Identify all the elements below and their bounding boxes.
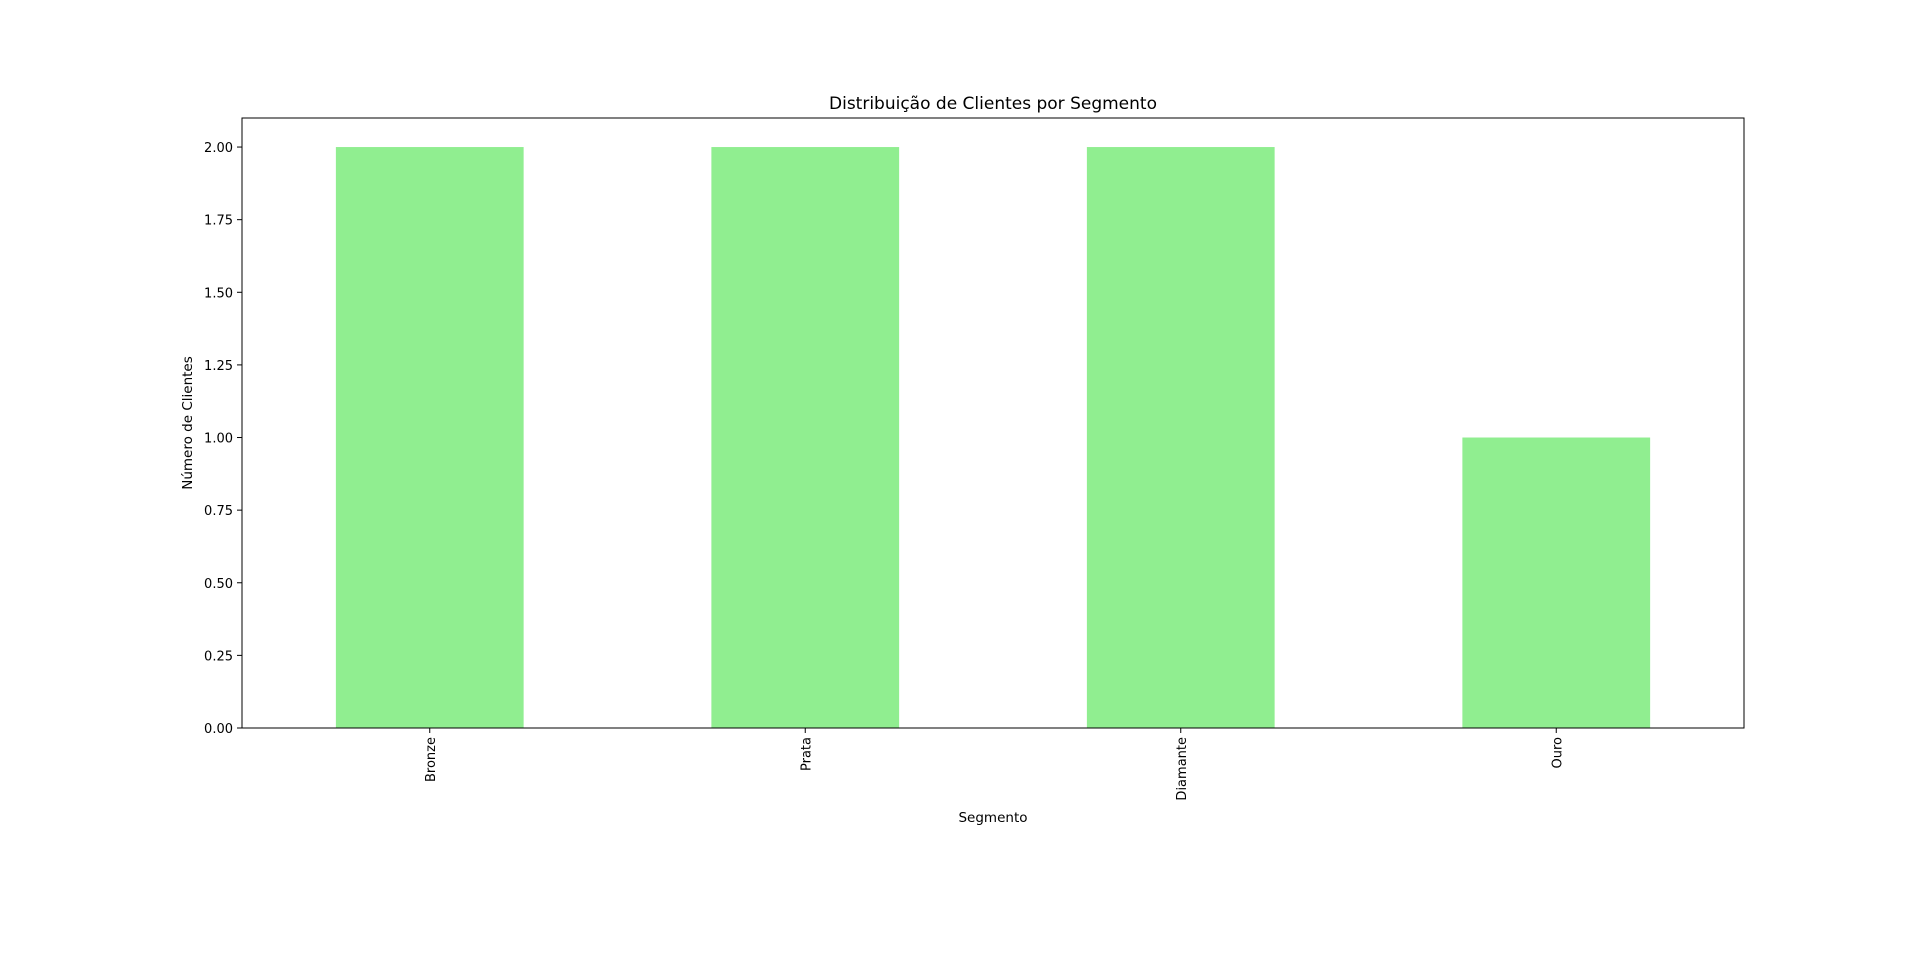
bar-ouro <box>1462 437 1651 728</box>
y-axis: 0.00 0.25 0.50 0.75 1.00 1.25 1.50 1.75 2.00 <box>204 141 242 737</box>
y-tick-label: 1.25 <box>204 359 233 374</box>
bar-diamante <box>1086 147 1275 729</box>
bar-prata <box>711 147 900 729</box>
x-tick-label: Ouro <box>1550 737 1565 769</box>
y-axis-label: Número de Clientes <box>180 356 196 490</box>
x-axis: Bronze Prata Diamante Ouro <box>424 728 1565 801</box>
y-tick-label: 0.75 <box>204 504 233 519</box>
y-tick-label: 2.00 <box>204 141 233 156</box>
y-tick-label: 0.00 <box>204 722 233 737</box>
y-tick-label: 0.25 <box>204 649 233 664</box>
x-axis-label: Segmento <box>958 810 1027 826</box>
y-tick-label: 0.50 <box>204 577 233 592</box>
chart-title: Distribuição de Clientes por Segmento <box>829 94 1157 114</box>
bars-group <box>335 147 1651 729</box>
y-tick-label: 1.75 <box>204 214 233 229</box>
x-tick-label: Prata <box>799 737 814 771</box>
bar-bronze <box>335 147 524 729</box>
y-tick-label: 1.50 <box>204 286 233 301</box>
x-tick-label: Bronze <box>424 737 439 782</box>
y-tick-label: 1.00 <box>204 432 233 447</box>
plot-area-frame <box>241 117 1745 729</box>
x-tick-label: Diamante <box>1175 737 1190 801</box>
